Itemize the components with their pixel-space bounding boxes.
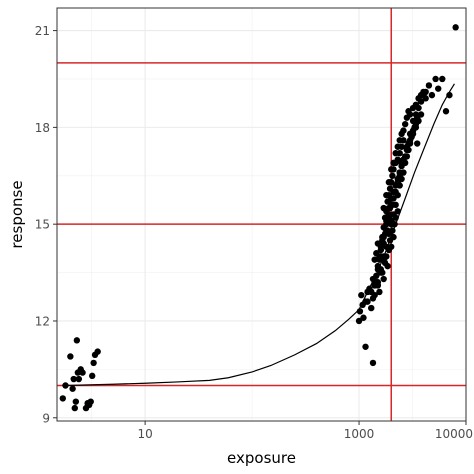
x-axis-ticks: 10 1000 10000 — [137, 421, 473, 441]
data-point — [371, 256, 378, 263]
data-point — [398, 175, 405, 183]
data-point — [417, 111, 425, 118]
x-axis-title: exposure — [227, 449, 296, 467]
data-point — [72, 398, 80, 405]
data-point — [360, 314, 367, 321]
data-point — [59, 395, 67, 402]
data-point — [388, 201, 395, 209]
fit-curve-line — [65, 83, 455, 387]
y-tick-label: 21 — [35, 24, 50, 38]
data-point — [390, 159, 397, 167]
data-point — [383, 191, 390, 199]
data-point — [452, 24, 459, 31]
data-point — [394, 143, 401, 150]
data-point — [415, 117, 422, 125]
data-point — [432, 75, 439, 83]
data-point — [406, 111, 414, 118]
data-point — [87, 398, 94, 405]
data-point — [90, 359, 97, 367]
y-tick-label: 9 — [42, 411, 50, 425]
data-point — [368, 304, 375, 312]
data-point — [364, 298, 371, 305]
data-point — [392, 201, 399, 209]
data-point — [374, 266, 382, 273]
data-point — [385, 214, 393, 221]
data-point — [383, 227, 390, 234]
data-point — [435, 85, 442, 92]
data-point — [428, 91, 436, 99]
data-point — [75, 375, 83, 383]
data-point — [62, 382, 69, 389]
data-points — [59, 24, 459, 412]
data-point — [380, 240, 387, 247]
data-point — [355, 317, 363, 325]
data-point — [380, 275, 387, 283]
data-point — [396, 137, 403, 144]
data-point — [380, 204, 387, 212]
data-point — [417, 98, 425, 105]
data-point — [377, 246, 385, 254]
data-point — [384, 262, 391, 270]
data-point — [401, 120, 409, 128]
data-point — [377, 253, 385, 260]
data-point — [371, 279, 378, 286]
data-point — [73, 337, 81, 344]
data-point — [69, 385, 76, 392]
x-tick-label: 10 — [137, 427, 152, 441]
data-point — [71, 404, 78, 412]
data-point — [400, 127, 407, 134]
data-point — [362, 343, 369, 350]
data-point — [70, 375, 77, 383]
data-point — [403, 143, 411, 150]
data-point — [425, 82, 433, 89]
data-point — [392, 182, 399, 189]
data-point — [376, 288, 383, 296]
data-point — [368, 288, 375, 296]
data-point — [415, 104, 422, 112]
y-axis-title: response — [8, 180, 26, 248]
y-tick-label: 12 — [35, 314, 50, 328]
minor-gridlines — [57, 8, 466, 421]
data-point — [388, 220, 395, 228]
data-point — [439, 75, 446, 83]
y-tick-label: 18 — [35, 121, 50, 135]
data-point — [412, 111, 420, 118]
data-point — [392, 150, 399, 157]
data-point — [446, 91, 453, 99]
reference-lines — [57, 8, 466, 421]
y-axis-ticks: 9 12 15 18 21 — [35, 24, 57, 425]
data-point — [388, 243, 395, 250]
data-point — [389, 172, 396, 179]
data-point — [385, 179, 393, 186]
data-point — [412, 124, 420, 131]
data-point — [94, 348, 101, 355]
data-point — [409, 117, 417, 125]
data-point — [89, 372, 96, 380]
data-point — [442, 108, 450, 115]
data-point — [358, 291, 365, 299]
data-point — [422, 88, 429, 96]
data-point — [369, 359, 377, 367]
data-point — [356, 308, 364, 315]
x-tick-label: 10000 — [435, 427, 473, 441]
data-point — [390, 211, 397, 218]
plot-panel — [56, 7, 467, 422]
data-point — [406, 130, 414, 138]
data-point — [390, 233, 397, 241]
data-point — [396, 169, 403, 176]
data-point — [380, 233, 387, 241]
data-point — [388, 195, 395, 202]
x-tick-label: 1000 — [344, 427, 375, 441]
data-point — [67, 353, 74, 360]
plot-panel-border — [56, 7, 467, 422]
data-point — [414, 140, 421, 147]
data-point — [390, 188, 397, 196]
y-tick-label: 15 — [35, 218, 50, 232]
data-point — [388, 166, 395, 173]
data-point — [79, 369, 86, 376]
data-point — [398, 159, 405, 167]
